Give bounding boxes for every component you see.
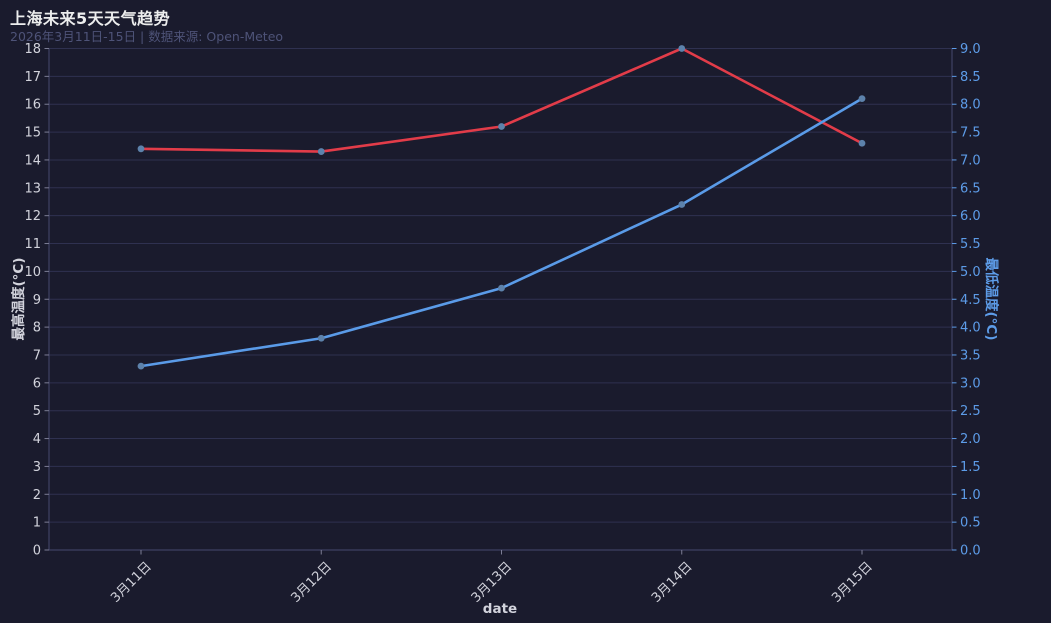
right-axis-tick-label: 8.0 <box>960 98 981 113</box>
max-temp-point <box>317 148 325 155</box>
right-axis-tick-label: 0.5 <box>960 516 981 531</box>
right-axis-tick-label: 6.5 <box>960 181 981 196</box>
right-axis-tick-label: 6.0 <box>960 209 981 224</box>
right-axis-tick-label: 2.5 <box>960 404 981 419</box>
min-temp-point <box>317 334 325 342</box>
left-axis-tick-label: 16 <box>24 98 41 113</box>
chart-subtitle: 2026年3月11日-15日 | 数据来源: Open-Meteo <box>10 29 284 44</box>
left-axis-tick-label: 13 <box>24 181 41 196</box>
left-axis-tick-label: 12 <box>24 209 41 224</box>
min-temp-line <box>139 97 864 368</box>
left-axis-tick-label: 2 <box>33 488 41 503</box>
left-axis-tick-label: 11 <box>24 237 41 252</box>
left-axis-tick-label: 1 <box>33 516 41 531</box>
right-axis-tick-label: 8.5 <box>960 70 981 85</box>
min-temp-point <box>498 284 505 292</box>
right-axis-tick-label: 1.0 <box>960 488 981 503</box>
max-temp-point <box>137 145 145 153</box>
right-axis-tick-label: 5.5 <box>960 237 981 252</box>
right-axis-tick-label: 2.0 <box>960 432 981 447</box>
x-axis-tick-label: 3月13日 <box>469 559 516 606</box>
left-axis-tick-label: 4 <box>33 432 41 447</box>
left-axis-tick-label: 9 <box>33 293 41 308</box>
max-temp-point <box>678 45 686 52</box>
left-axis-tick-label: 15 <box>24 126 41 141</box>
x-axis-tick-label: 3月15日 <box>829 559 876 606</box>
max-temp-point <box>498 123 505 130</box>
left-axis-tick-label: 5 <box>33 404 41 419</box>
right-axis-tick-label: 3.0 <box>960 376 981 391</box>
right-axis-tick-label: 0.0 <box>960 544 981 559</box>
right-axis-tick-label: 9.0 <box>960 42 981 57</box>
left-axis-tick-label: 6 <box>33 376 41 391</box>
right-axis-tick-label: 1.5 <box>960 460 981 475</box>
x-axis-title-text: date <box>482 601 518 617</box>
right-axis-tick-label: 7.0 <box>960 153 981 168</box>
right-axis-tick-label: 3.5 <box>960 348 981 363</box>
left-axis-tick-label: 7 <box>33 348 41 363</box>
x-axis-tick-label: 3月12日 <box>289 559 336 606</box>
min-temp-point <box>858 95 866 103</box>
x-axis-tick-label: 3月11日 <box>108 559 155 606</box>
max-temp-line <box>139 47 864 153</box>
right-axis-tick-label: 4.5 <box>960 293 981 308</box>
x-axis-tick-label: 3月14日 <box>649 559 696 606</box>
left-axis-tick-label: 3 <box>33 460 41 475</box>
left-y-axis-title-text: 最高温度(°C) <box>11 257 27 341</box>
right-axis-tick-label: 5.0 <box>960 265 981 280</box>
chart-title: 上海未来5天天气趋势 <box>10 9 171 28</box>
left-axis-tick-label: 18 <box>24 42 41 57</box>
max-temp-point <box>858 139 866 147</box>
left-axis-tick-label: 14 <box>24 153 41 168</box>
min-temp-point <box>137 362 145 370</box>
left-axis-tick-label: 10 <box>24 265 41 280</box>
left-axis-tick-label: 0 <box>33 544 41 559</box>
left-axis-tick-label: 8 <box>33 321 41 336</box>
right-axis-tick-label: 4.0 <box>960 321 981 336</box>
min-temp-point <box>678 201 686 208</box>
right-axis-tick-label: 7.5 <box>960 126 981 141</box>
right-y-axis-title-text: 最低温度(°C) <box>983 257 999 341</box>
left-axis-tick-label: 17 <box>24 70 41 85</box>
